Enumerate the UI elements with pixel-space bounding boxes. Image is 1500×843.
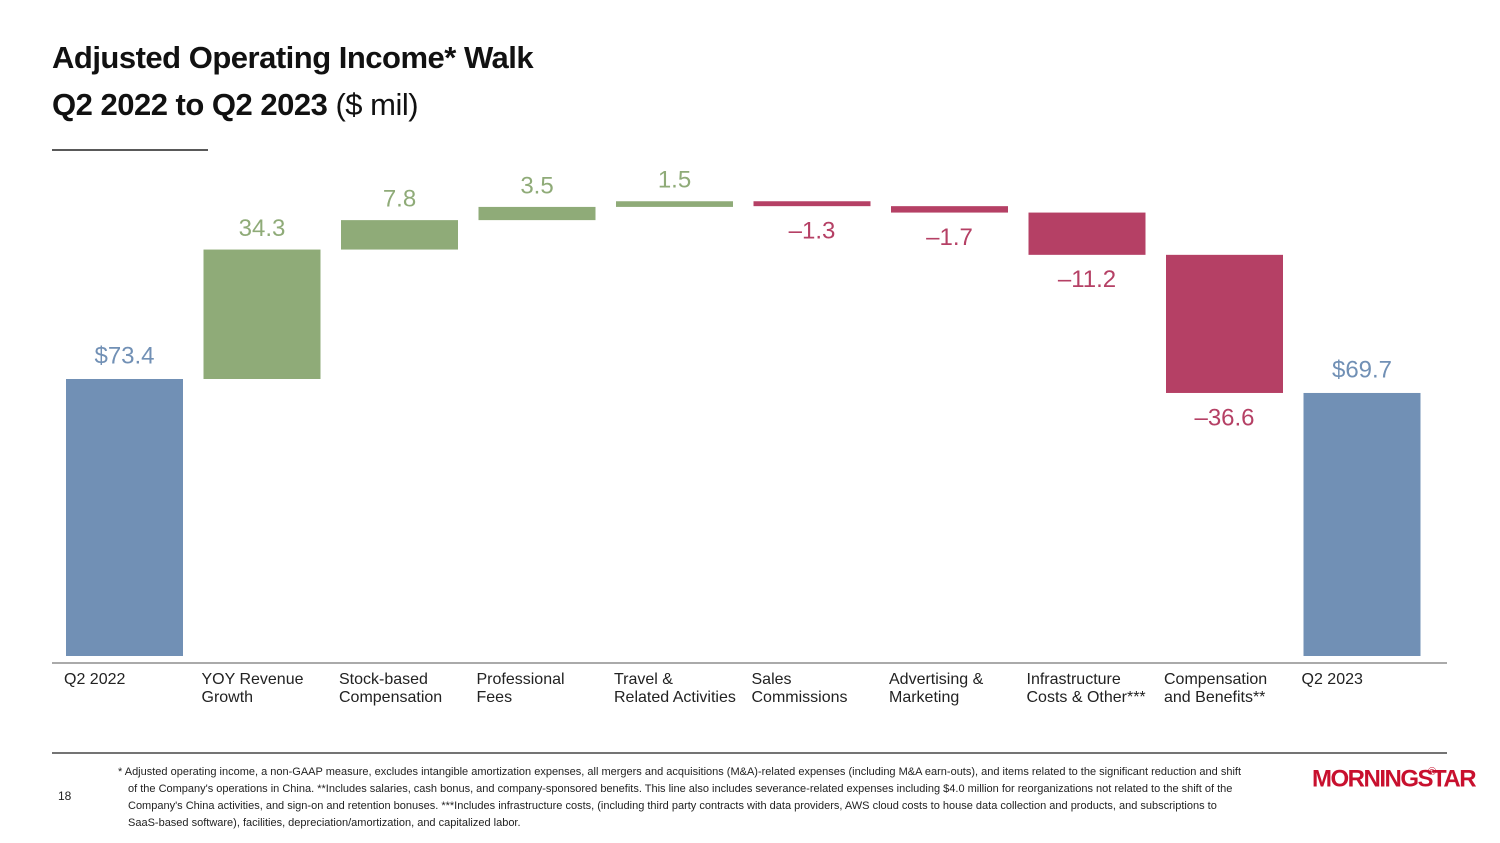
- title: Adjusted Operating Income* Walk: [52, 40, 534, 75]
- x-tick-label: Q2 2023: [1302, 671, 1363, 688]
- x-tick-label: Infrastructure: [1027, 671, 1121, 688]
- x-tick-label: Costs & Other***: [1027, 689, 1146, 706]
- x-tick-label: Professional: [477, 671, 565, 688]
- value-label: $69.7: [1332, 356, 1392, 383]
- bar: [1166, 254, 1283, 393]
- subtitle: Q2 2022 to Q2 2023 ($ mil): [52, 87, 418, 122]
- x-tick-label: Growth: [202, 689, 254, 706]
- value-label: –1.3: [789, 218, 836, 245]
- x-tick-label: Advertising &: [889, 671, 984, 688]
- x-tick-label: Marketing: [889, 689, 959, 706]
- x-tick-label: Fees: [477, 689, 513, 706]
- page-number: 18: [58, 789, 72, 803]
- bar: [891, 206, 1008, 213]
- value-label: –11.2: [1058, 266, 1116, 293]
- subtitle-bold: Q2 2022 to Q2 2023: [52, 87, 328, 122]
- bar: [66, 378, 183, 656]
- value-label: –1.7: [926, 224, 973, 251]
- logo-mark: ®: [1428, 766, 1436, 778]
- bar: [203, 249, 321, 379]
- bar: [478, 206, 596, 221]
- bar: [1028, 212, 1146, 255]
- bar: [616, 201, 733, 207]
- value-label: –36.6: [1194, 404, 1254, 431]
- x-tick-label: Commissions: [752, 689, 848, 706]
- value-label: 7.8: [383, 185, 416, 212]
- x-tick-label: Compensation: [1164, 671, 1267, 688]
- bar: [1303, 392, 1421, 656]
- subtitle-unit: ($ mil): [335, 87, 418, 122]
- logo: MORNINGSTAR: [1312, 765, 1476, 792]
- x-tick-label: Q2 2022: [64, 671, 125, 688]
- bar: [753, 201, 871, 207]
- value-label: 1.5: [658, 167, 691, 194]
- value-label: 3.5: [520, 172, 553, 199]
- footnote: * Adjusted operating income, a non-GAAP …: [118, 766, 1242, 829]
- value-label: 34.3: [239, 215, 286, 242]
- x-tick-label: Sales: [752, 671, 792, 688]
- bar: [341, 220, 458, 250]
- x-tick-label: YOY Revenue: [202, 671, 304, 688]
- x-tick-label: Compensation: [339, 689, 442, 706]
- value-label: $73.4: [94, 342, 154, 369]
- x-tick-label: and Benefits**: [1164, 689, 1265, 706]
- x-tick-label: Stock-based: [339, 671, 428, 688]
- x-tick-label: Related Activities: [614, 689, 736, 706]
- x-tick-label: Travel &: [614, 671, 673, 688]
